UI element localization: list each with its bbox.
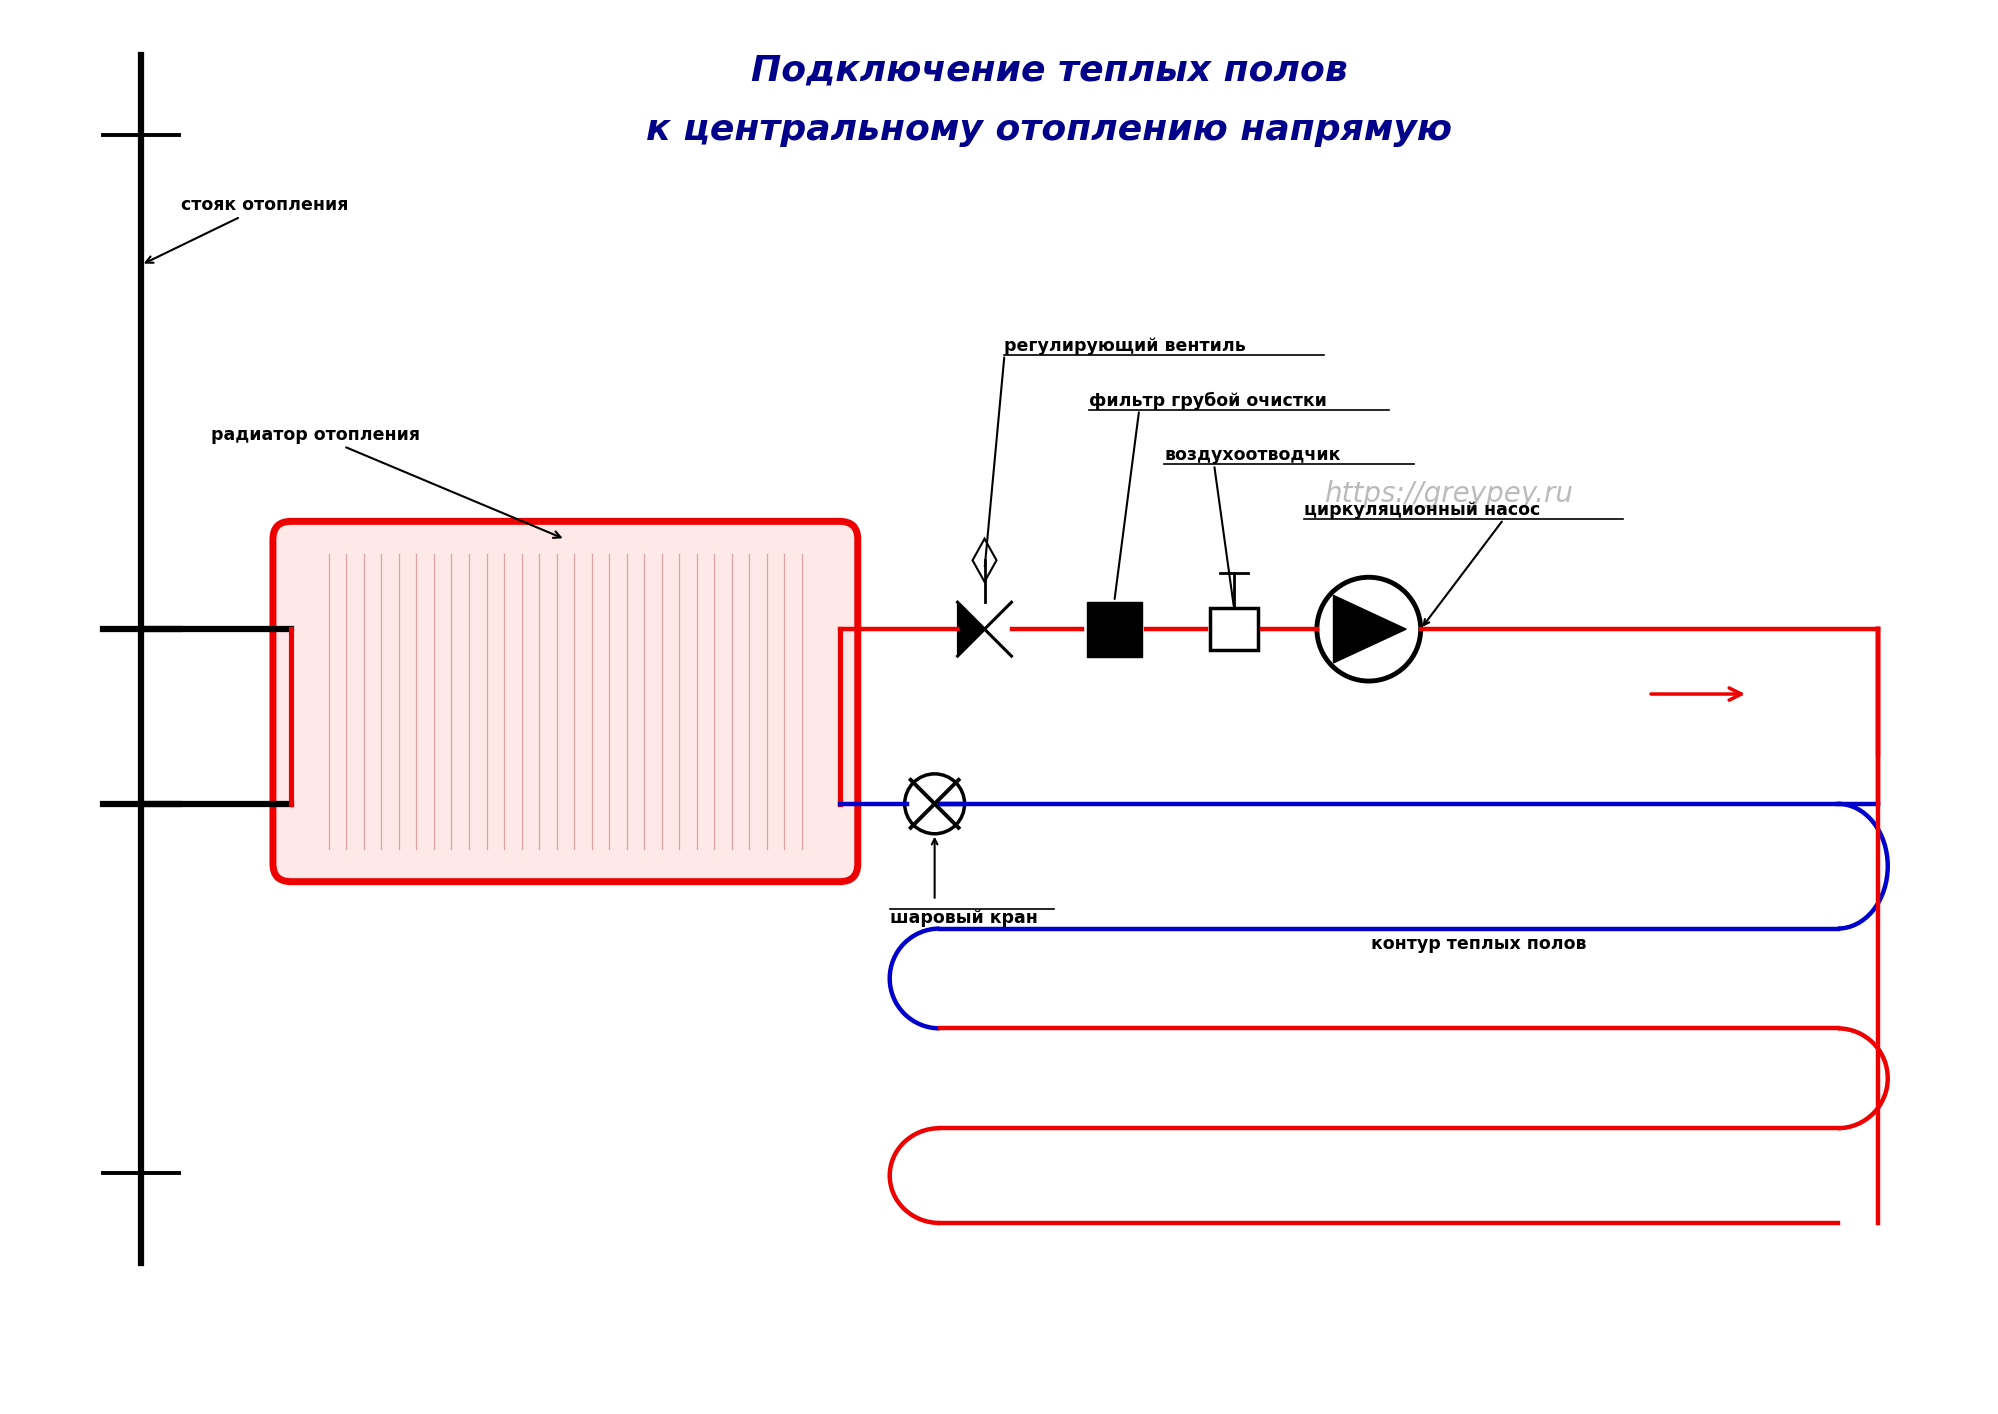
Text: Подключение теплых полов: Подключение теплых полов: [751, 54, 1347, 88]
Text: циркуляционный насос: циркуляционный насос: [1303, 502, 1538, 519]
Text: радиатор отопления: радиатор отопления: [212, 426, 559, 537]
FancyBboxPatch shape: [274, 522, 857, 882]
Polygon shape: [957, 602, 985, 656]
Bar: [1209, 608, 1257, 650]
Polygon shape: [985, 602, 1011, 656]
Text: стояк отопления: стояк отопления: [146, 197, 348, 263]
Text: https://greypey.ru: https://greypey.ru: [1323, 481, 1572, 509]
Text: к центральному отоплению напрямую: к центральному отоплению напрямую: [645, 113, 1453, 147]
Polygon shape: [1333, 595, 1405, 663]
Bar: [1087, 602, 1141, 656]
Text: контур теплых полов: контур теплых полов: [1371, 935, 1586, 953]
Text: воздухоотводчик: воздухоотводчик: [1163, 447, 1341, 464]
Text: регулирующий вентиль: регулирующий вентиль: [1003, 337, 1245, 355]
Text: фильтр грубой очистки: фильтр грубой очистки: [1089, 392, 1327, 410]
Text: шаровый кран: шаровый кран: [889, 909, 1037, 926]
Polygon shape: [973, 539, 997, 581]
